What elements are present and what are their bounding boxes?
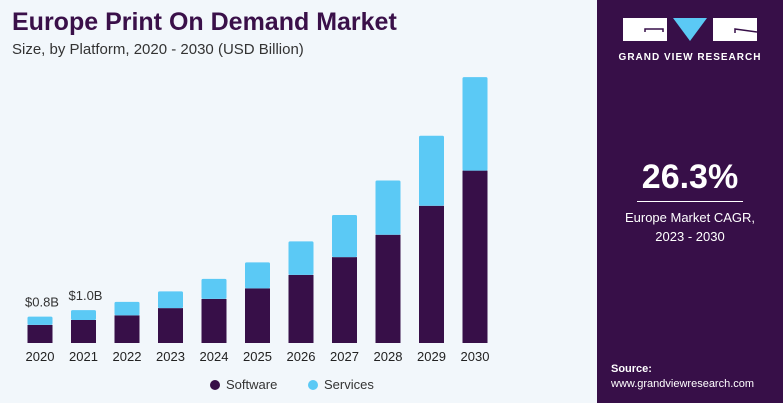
cagr-label-line2: 2023 - 2030 [655,229,725,244]
bar-services-2025 [245,262,270,289]
legend-software: Software [210,377,277,392]
bar-services-2023 [158,291,183,309]
legend-swatch-services [308,379,318,390]
cagr-label-line1: Europe Market CAGR, [624,210,756,225]
bar-chart: 2020 $0.8B 2021 $1.0B 2022 2023 2024 2025 2026 20… [25,77,490,364]
x-tick-label: 2022 [113,349,142,364]
bar-services-2028 [375,180,401,235]
bar-services-2027 [332,215,357,258]
bar-services-2030 [462,77,488,171]
bar-services-2024 [201,278,227,299]
bar-software-2025 [245,288,270,343]
legend-swatch-software [210,379,220,390]
source: Source: www.grandviewresearch.com [611,362,754,392]
data-label: $0.8B [25,295,59,310]
chart-subtitle: Size, by Platform, 2020 - 2030 (USD Bill… [12,41,304,58]
chart-title: Europe Print On Demand Market [12,8,397,36]
x-tick-label: 2021 [69,349,98,364]
legend-label: Services [324,377,374,392]
bar-software-2029 [419,205,444,343]
x-tick-label: 2025 [243,349,272,364]
bar-software-2023 [158,308,183,343]
source-url[interactable]: www.grandviewresearch.com [611,378,755,390]
cagr-value: 26.3% [641,158,739,196]
x-tick-label: 2028 [374,349,403,364]
legend-services: Services [308,377,374,392]
bar-software-2027 [332,257,357,343]
x-tick-label: 2030 [461,349,490,364]
x-tick-label: 2023 [156,349,185,364]
x-tick-label: 2024 [200,349,229,364]
x-tick-label: 2020 [26,349,55,364]
bar-services-2029 [419,135,444,206]
bar-software-2020 [27,324,53,343]
bar-services-2020 [27,316,53,325]
bar-services-2022 [114,301,140,316]
bar-software-2024 [201,298,227,343]
info-panel: GRAND VIEW RESEARCH 26.3% Europe Market … [597,0,783,403]
cagr-label: Europe Market CAGR, 2023 - 2030 [597,208,783,246]
bar-services-2026 [288,241,314,275]
data-label: $1.0B [69,288,103,303]
bar-software-2021 [71,319,96,343]
bar-services-2021 [71,310,96,320]
legend-label: Software [226,377,278,392]
brand-name: GRAND VIEW RESEARCH [618,52,762,63]
divider [637,201,743,202]
bar-software-2030 [462,170,488,343]
x-tick-label: 2029 [417,349,446,364]
x-tick-label: 2026 [287,349,316,364]
x-tick-label: 2027 [330,349,359,364]
gvr-logo [623,18,757,41]
source-label: Source: [611,363,652,375]
bar-software-2022 [114,315,140,343]
bar-software-2026 [288,274,314,343]
bar-software-2028 [375,234,401,343]
